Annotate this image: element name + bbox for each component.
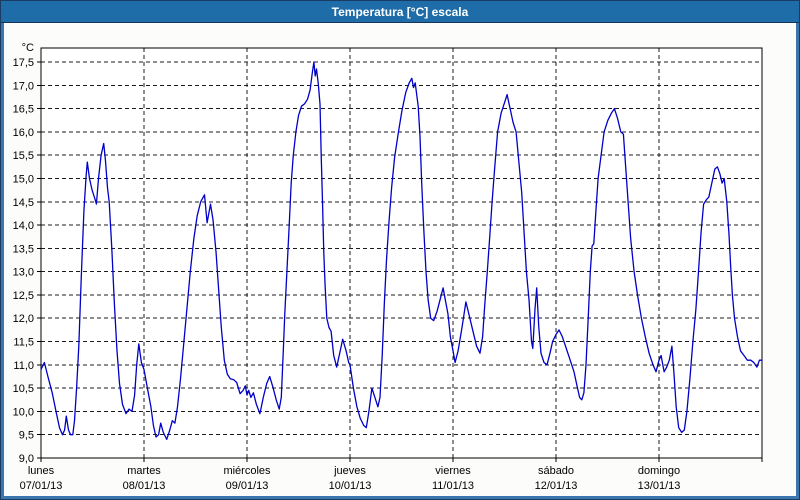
x-label-date: 11/01/13	[432, 480, 474, 492]
y-tick-label: 16,0	[13, 127, 34, 139]
x-label-day: sábado	[538, 465, 574, 477]
y-tick-label: 17,5	[13, 57, 34, 69]
y-tick-label: 9,5	[19, 430, 34, 442]
title-bar: Temperatura [°C] escala	[1, 1, 799, 23]
y-tick-label: 12,5	[13, 290, 34, 302]
y-tick-label: 10,0	[13, 406, 34, 418]
temperature-line-chart: 9,0 9,5 10,0 10,5 11,0 11,5 12,0 12,5 13,0 13,5 14…	[13, 42, 763, 492]
y-axis-unit-label: °C	[22, 42, 34, 54]
y-tick-label: 9,0	[19, 453, 34, 465]
chart-title: Temperatura [°C] escala	[331, 4, 469, 19]
y-tick-label: 17,0	[13, 80, 34, 92]
chart-area: 9,0 9,5 10,0 10,5 11,0 11,5 12,0 12,5 13,0 13,5 14…	[1, 23, 799, 499]
y-tick-label: 15,0	[13, 173, 34, 185]
x-label-day: domingo	[638, 465, 680, 477]
x-label-day: miércoles	[223, 465, 271, 477]
y-tick-label: 10,5	[13, 383, 34, 395]
temperature-series-line	[40, 61, 763, 441]
x-label-date: 08/01/13	[123, 480, 166, 492]
y-tick-label: 11,5	[13, 337, 34, 349]
x-label-date: 12/01/13	[535, 480, 578, 492]
y-tick-label: 11,0	[13, 360, 34, 372]
x-label-day: martes	[127, 465, 161, 477]
y-tick-label: 13,0	[13, 267, 34, 279]
x-label-date: 09/01/13	[226, 480, 269, 492]
y-tick-label: 13,5	[13, 243, 34, 255]
x-label-date: 13/01/13	[638, 480, 681, 492]
x-label-day: lunes	[28, 465, 55, 477]
x-label-day: viernes	[435, 465, 471, 477]
y-tick-label: 16,5	[13, 104, 34, 116]
x-label-day: jueves	[333, 465, 366, 477]
y-tick-label: 14,5	[13, 197, 34, 209]
y-tick-label: 15,5	[13, 150, 34, 162]
x-label-date: 10/01/13	[329, 480, 372, 492]
y-tick-label: 14,0	[13, 220, 34, 232]
plot-border	[40, 47, 763, 459]
y-tick-label: 12,0	[13, 313, 34, 325]
x-label-date: 07/01/13	[20, 480, 63, 492]
